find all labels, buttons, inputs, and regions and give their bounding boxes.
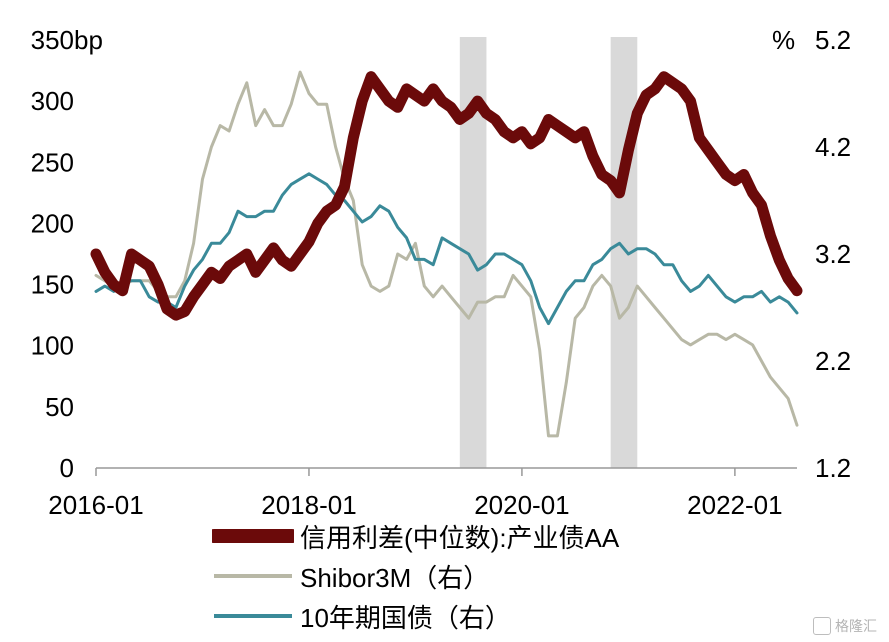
left-axis-ticks: 350 bp 300 250 200 150 100 50 0 [31, 25, 103, 483]
legend-item-10y-treasury: 10年期国债（右） [212, 596, 732, 636]
right-tick-label-3.2: 3.2 [815, 239, 851, 269]
right-tick-label-2.2: 2.2 [815, 346, 851, 376]
left-tick-label-250: 250 [31, 147, 74, 177]
series-line-credit-spread [90, 71, 803, 321]
series-line-10y-treasury [94, 172, 799, 326]
legend-swatch-10y-treasury [214, 614, 292, 618]
right-tick-label-1.2: 1.2 [815, 453, 851, 483]
left-tick-label-100: 100 [31, 331, 74, 361]
legend-swatch-credit-spread [212, 529, 294, 543]
left-tick-label-0: 0 [60, 453, 74, 483]
watermark: 格隆汇 [813, 616, 877, 636]
left-tick-label-200: 200 [31, 208, 74, 238]
left-tick-label-50: 50 [45, 392, 74, 422]
right-axis-ticks: 5.2% 4.2 3.2 2.2 1.2 [772, 25, 851, 483]
legend: 信用利差(中位数):产业债AA Shibor3M（右） 10年期国债（右） [212, 516, 732, 636]
watermark-logo-icon [813, 617, 831, 635]
legend-label-credit-spread: 信用利差(中位数):产业债AA [300, 522, 620, 553]
legend-swatch-shibor3m [214, 574, 292, 578]
series-line-shibor3m [94, 70, 799, 438]
left-tick-label-150: 150 [31, 270, 74, 300]
legend-label-10y-treasury: 10年期国债（右） [300, 602, 511, 633]
legend-item-shibor3m: Shibor3M（右） [212, 556, 732, 596]
x-tick-label-4: 2022-01 [687, 490, 782, 520]
axes [95, 467, 797, 476]
x-tick-label-1: 2016-01 [48, 490, 143, 520]
left-tick-label-350: 350 [31, 25, 74, 55]
right-axis-unit: % [772, 25, 795, 55]
x-tick-label-3: 2020-01 [474, 490, 569, 520]
watermark-text: 格隆汇 [835, 619, 877, 635]
legend-item-credit-spread: 信用利差(中位数):产业债AA [212, 516, 732, 556]
series-lines [90, 70, 803, 438]
legend-label-shibor3m: Shibor3M（右） [300, 562, 490, 593]
left-axis-unit: bp [74, 25, 103, 55]
right-tick-label-5.2: 5.2 [815, 25, 851, 55]
x-tick-label-2: 2018-01 [261, 490, 356, 520]
right-tick-label-4.2: 4.2 [815, 132, 851, 162]
chart-svg: 350 bp 300 250 200 150 100 50 0 5.2% 4.2 3.2 2.2 1.2… [31, 25, 852, 520]
shaded-periods [459, 37, 638, 468]
left-tick-label-300: 300 [31, 86, 74, 116]
x-axis-ticks: 2016-01 2018-01 2020-01 2022-01 [48, 490, 782, 520]
